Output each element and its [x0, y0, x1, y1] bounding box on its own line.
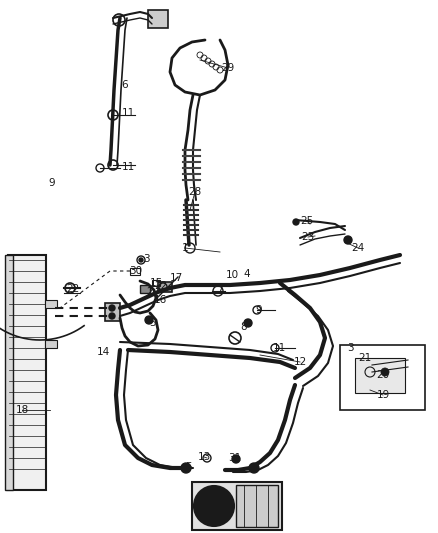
Bar [152, 280, 160, 286]
Text: 11: 11 [121, 108, 134, 118]
Bar [140, 285, 150, 293]
Text: 28: 28 [188, 187, 201, 197]
Text: 25: 25 [300, 216, 314, 226]
Bar [45, 300, 57, 308]
Circle shape [181, 463, 191, 473]
Text: 5: 5 [252, 463, 258, 473]
Bar [5, 255, 13, 490]
Text: 21: 21 [358, 353, 371, 363]
Bar [148, 10, 168, 28]
Text: 14: 14 [96, 347, 110, 357]
Circle shape [109, 313, 115, 319]
Text: 9: 9 [256, 305, 262, 315]
Text: 11: 11 [121, 162, 134, 172]
Text: 6: 6 [122, 80, 128, 90]
Text: 16: 16 [153, 295, 166, 305]
Text: 24: 24 [351, 243, 364, 253]
Text: 5: 5 [148, 318, 155, 328]
Text: 3: 3 [347, 343, 353, 353]
Text: 12: 12 [293, 357, 307, 367]
Text: 5: 5 [185, 462, 191, 472]
Text: 17: 17 [170, 273, 183, 283]
Bar [192, 482, 282, 530]
Text: 23: 23 [301, 232, 314, 242]
Circle shape [109, 305, 115, 311]
Circle shape [232, 455, 240, 463]
Text: 20: 20 [376, 370, 389, 380]
Text: 9: 9 [49, 178, 55, 188]
Text: 30: 30 [130, 266, 142, 276]
Circle shape [209, 501, 219, 511]
Text: 7: 7 [215, 286, 223, 296]
Bar [158, 282, 172, 292]
Circle shape [202, 494, 226, 518]
Text: 11: 11 [272, 343, 286, 353]
Text: 15: 15 [149, 278, 162, 288]
Circle shape [381, 368, 389, 376]
Bar [130, 268, 140, 275]
Text: 22: 22 [67, 284, 80, 294]
Text: 31: 31 [228, 453, 242, 463]
Circle shape [344, 236, 352, 244]
Circle shape [194, 486, 234, 526]
Bar [355, 358, 405, 393]
Text: 13: 13 [198, 452, 211, 462]
Text: 29: 29 [221, 63, 235, 73]
Circle shape [293, 219, 299, 225]
Text: 2: 2 [147, 287, 153, 297]
Text: 1: 1 [182, 243, 188, 253]
Bar [105, 303, 120, 321]
Text: 19: 19 [376, 390, 390, 400]
Circle shape [145, 316, 153, 324]
Bar [236, 485, 278, 527]
Bar [45, 340, 57, 348]
Text: 10: 10 [226, 270, 239, 280]
Circle shape [139, 258, 143, 262]
Text: 4: 4 [244, 269, 250, 279]
Text: 22: 22 [154, 281, 168, 291]
Text: 8: 8 [241, 322, 247, 332]
Text: 18: 18 [15, 405, 28, 415]
Bar [8, 255, 46, 490]
Bar [340, 345, 425, 410]
Circle shape [244, 319, 252, 327]
Text: 3: 3 [143, 254, 149, 264]
Circle shape [249, 463, 259, 473]
